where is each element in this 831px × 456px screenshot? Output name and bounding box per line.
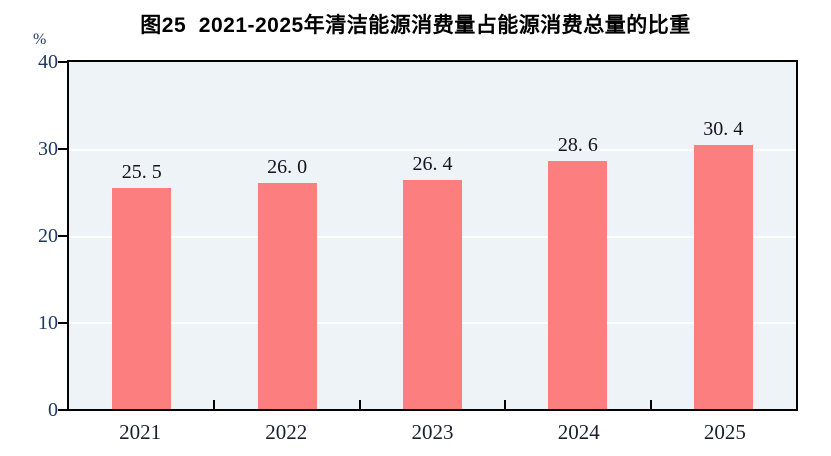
gridline-30: [69, 148, 796, 151]
plot-area: 25. 5 26. 0 26. 4 28. 6 30. 4: [67, 60, 798, 411]
bar-2022: [257, 183, 317, 409]
data-label-2024: 28. 6: [557, 133, 598, 156]
bar-group-2024: 28. 6: [528, 135, 628, 409]
x-axis-tick-mark: [504, 400, 507, 409]
x-tick-label-2021: 2021: [119, 420, 162, 444]
x-tick-label-2022: 2022: [265, 420, 308, 444]
bar-2025: [693, 145, 753, 409]
y-axis-tick-mark: [58, 148, 67, 150]
y-axis-unit-label: %: [33, 31, 47, 48]
chart-title: 图25 2021-2025年清洁能源消费量占能源消费总量的比重: [140, 14, 691, 37]
data-label-2022: 26. 0: [267, 156, 308, 179]
x-tick-label-2025: 2025: [703, 420, 746, 444]
bar-2024: [548, 160, 608, 409]
x-axis-tick-mark: [358, 400, 361, 409]
data-label-2025: 30. 4: [703, 118, 744, 141]
bar-2021: [112, 187, 172, 409]
x-tick-label-2024: 2024: [557, 420, 600, 444]
y-axis-tick-mark: [58, 322, 67, 324]
x-axis-tick-mark: [213, 400, 216, 409]
bar-group-2022: 26. 0: [237, 157, 337, 409]
data-label-2023: 26. 4: [412, 153, 453, 175]
x-axis-tick-mark: [649, 400, 652, 409]
bar-group-2021: 25. 5: [92, 162, 192, 409]
y-tick-label-10: 10: [38, 312, 58, 334]
bar-2023: [403, 180, 462, 409]
y-axis-tick-labels: 40 30 20 10 0: [0, 0, 58, 456]
bar-group-2023: 26. 4: [383, 154, 483, 409]
y-tick-label-20: 20: [38, 225, 58, 247]
y-tick-label-30: 30: [38, 138, 58, 160]
x-tick-label-2023: 2023: [411, 420, 454, 444]
y-axis-tick-mark: [58, 61, 67, 63]
y-axis-tick-mark: [58, 409, 67, 411]
data-label-2021: 25. 5: [121, 160, 162, 183]
y-tick-label-40: 40: [38, 51, 58, 73]
x-axis-tick-labels: 2021 2022 2023 2024 2025: [67, 420, 798, 445]
y-axis-tick-mark: [58, 235, 67, 237]
bar-group-2025: 30. 4: [673, 119, 773, 409]
y-tick-label-0: 0: [48, 399, 58, 421]
